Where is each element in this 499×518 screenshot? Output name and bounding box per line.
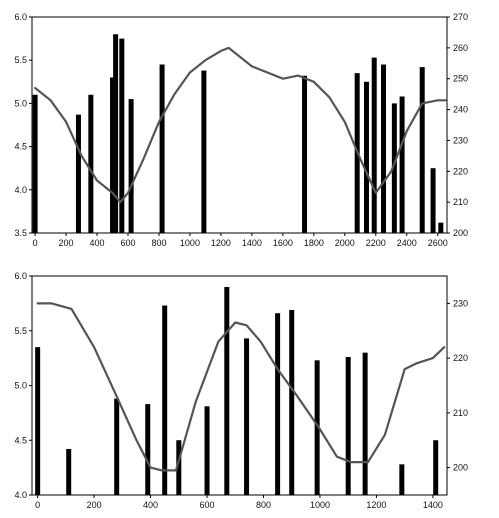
chart-1-bar [371,57,377,233]
chart-1-bar [438,222,444,233]
chart-2-bar [399,464,405,495]
chart-1-x-tick-label: 2400 [397,238,417,248]
chart-1-y-right-tick-label: 220 [453,166,468,176]
chart-2-x-tick-label: 800 [256,500,271,510]
chart-2-bar [162,305,168,495]
chart-2-x-tick-label: 600 [200,500,215,510]
chart-1-y-right-tick-label: 200 [453,228,468,238]
chart-1-bar [128,99,134,233]
chart-1-bar [110,77,116,233]
chart-1-bar [363,81,369,233]
chart-1-y-right-tick-label: 260 [453,43,468,53]
chart-2-bar [66,449,72,495]
chart-1-bar [119,38,125,233]
chart-2-bar [314,360,320,495]
chart-1-y-left-tick-label: 6.0 [14,12,27,22]
chart-1-plot-frame [31,16,448,234]
chart-1-bar [399,96,405,233]
chart-1-y-left-tick-label: 4.0 [14,185,27,195]
chart-1-bar [201,70,207,234]
chart-1-x-tick-label: 2600 [428,238,448,248]
chart-2-bar [35,347,41,495]
chart-1-y-right-tick-label: 230 [453,135,468,145]
chart-2-bar [176,440,182,495]
chart-2-bar [362,352,368,495]
chart-1-bar [88,94,94,233]
chart-1-x-tick-label: 2200 [366,238,386,248]
chart-1-x-tick-label: 2000 [335,238,355,248]
chart-1-y-right-tick-label: 240 [453,105,468,115]
chart-1-x-tick-label: 1200 [211,238,231,248]
chart-1-y-right-tick-label: 250 [453,74,468,84]
chart-1-bar [419,67,425,233]
chart-1-bar [32,94,38,233]
chart-2-x-tick-label: 1400 [423,500,443,510]
chart-1-bar [75,114,81,233]
chart-1-bar [302,75,308,233]
chart-2-bar [433,440,439,495]
chart-1-bar [430,168,436,233]
chart-2-bar [289,309,295,495]
chart-1-bar [391,103,397,234]
chart-1-x-tick-label: 1800 [304,238,324,248]
chart-1-y-right-tick-label: 270 [453,12,468,22]
chart-2-y-right-tick-label: 200 [453,463,468,473]
chart-1-x-tick-label: 800 [151,238,166,248]
chart-2-x-tick-label: 1200 [366,500,386,510]
chart-2-bar [244,338,250,495]
chart-1-y-left-tick-label: 4.5 [14,142,27,152]
chart-2-bar [145,404,151,495]
chart-2-bar [204,406,210,495]
chart-2-y-right-tick-label: 220 [453,353,468,363]
chart-2-y-right-tick-label: 210 [453,408,468,418]
chart-1-line-series [33,46,447,204]
chart-2-bar [224,286,230,495]
chart-2-y-left-tick-label: 5.5 [14,326,27,336]
chart-1-x-tick-label: 1400 [242,238,262,248]
chart-2-line-series [36,302,446,472]
chart-1-y-left-tick-label: 5.0 [14,98,27,108]
chart-1-x-tick-label: 0 [33,238,38,248]
chart-1-y-right-tick-label: 210 [453,197,468,207]
chart-2-x-tick-label: 200 [87,500,102,510]
chart-2-bar [345,357,351,495]
chart-2-y-left-tick-label: 6.0 [14,271,27,281]
chart-2-bar [114,398,120,495]
chart-1-x-tick-label: 400 [90,238,105,248]
chart-1-bar [381,64,387,234]
chart-1-x-tick-label: 600 [120,238,135,248]
chart-2-x-tick-label: 400 [143,500,158,510]
chart-2-y-left-tick-label: 4.5 [14,435,27,445]
chart-1-y-left-tick-label: 5.5 [14,55,27,65]
chart-2-y-right-tick-label: 230 [453,298,468,308]
chart-1-x-tick-label: 200 [59,238,74,248]
chart-2-plot-frame [31,275,448,496]
chart-2-y-left-tick-label: 4.0 [14,490,27,500]
chart-1-bar [159,64,165,234]
chart-2-x-tick-label: 0 [35,500,40,510]
chart-2-bar [275,313,281,495]
chart-1-y-left-tick-label: 3.5 [14,228,27,238]
chart-1-x-tick-label: 1000 [180,238,200,248]
chart-1-x-tick-label: 1600 [273,238,293,248]
chart-2-y-left-tick-label: 5.0 [14,381,27,391]
chart-1-bar [113,34,119,233]
chart-2-x-tick-label: 1000 [310,500,330,510]
